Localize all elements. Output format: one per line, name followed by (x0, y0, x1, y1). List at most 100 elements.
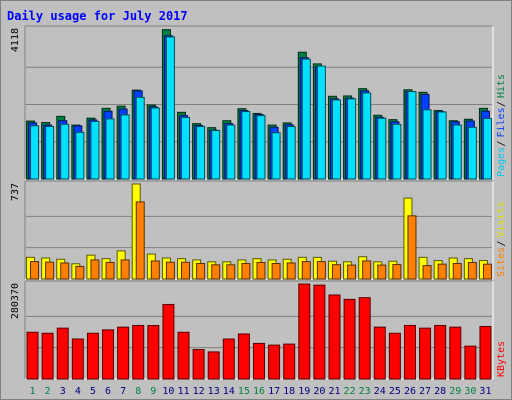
sites-visits-bar-sites (301, 261, 311, 280)
kbytes-bar-kbytes (86, 332, 99, 380)
kbytes-bar-kbytes (479, 325, 492, 380)
kbytes-bar-kbytes (132, 324, 145, 380)
sites-visits-bar-sites (331, 264, 341, 280)
sites-visits-bar-sites (347, 264, 357, 280)
kbytes-bar-kbytes (268, 344, 281, 380)
kbytes-bar-kbytes (403, 324, 416, 380)
legend-separator: / (496, 140, 507, 146)
hits-files-pages-bar-pages (181, 116, 191, 180)
hits-files-pages-bar-pages (150, 107, 160, 180)
hits-files-pages-bar-pages (271, 132, 281, 180)
hits-files-pages-bar-pages (241, 111, 251, 180)
sites-visits-bar-sites (150, 260, 160, 280)
legend-hits: Hits (496, 74, 507, 98)
x-tick-label: 3 (60, 386, 66, 397)
sites-visits-bar-sites (120, 259, 130, 280)
kbytes-bar-kbytes (71, 338, 84, 380)
hits-files-pages-max-label: 4118 (10, 28, 21, 52)
hits-files-pages-bar-pages (437, 111, 447, 180)
sites-visits-bar-sites (407, 215, 417, 280)
x-tick-label: 31 (479, 386, 491, 397)
legend-files: Files (496, 107, 507, 137)
hits-files-pages-bar-pages (301, 58, 311, 180)
hits-files-pages-bar-pages (211, 130, 221, 180)
x-tick-label: 25 (389, 386, 401, 397)
x-tick-label: 12 (193, 386, 205, 397)
x-tick-label: 18 (283, 386, 295, 397)
hits-files-pages-bar-pages (482, 118, 492, 180)
legend-pages: Pages (496, 147, 507, 177)
kbytes-bar-kbytes (222, 338, 235, 380)
kbytes-bar-kbytes (283, 343, 296, 380)
sites-visits-bar-sites (286, 262, 296, 280)
x-tick-label: 24 (374, 386, 386, 397)
x-tick-label: 11 (177, 386, 189, 397)
sites-visits-bar-sites (90, 259, 100, 280)
kbytes-bar-kbytes (388, 332, 401, 380)
x-tick-label: 5 (90, 386, 96, 397)
sites-visits-bar-sites (45, 261, 55, 280)
x-tick-label: 2 (45, 386, 51, 397)
hits-files-pages-bar-pages (196, 126, 206, 180)
x-tick-label: 1 (30, 386, 36, 397)
kbytes-bar-kbytes (434, 324, 447, 380)
hits-files-pages-bar-pages (90, 120, 100, 180)
hits-files-pages-bar-pages (135, 96, 145, 180)
hits-files-pages-bar-pages (75, 131, 85, 180)
sites-visits-bar-sites (105, 262, 115, 280)
x-tick-label: 23 (359, 386, 371, 397)
legend-kbytes: KBytes (496, 341, 507, 377)
hits-files-pages-bar-pages (347, 98, 357, 180)
kbytes-bar-kbytes (373, 326, 386, 380)
kbytes-bar-kbytes (253, 342, 265, 380)
x-tick-label: 30 (464, 386, 476, 397)
sites-visits-bar-sites (211, 264, 221, 280)
sites-visits-bar-sites (362, 260, 372, 280)
hits-files-pages-bar-pages (60, 123, 70, 180)
kbytes-bar-kbytes (26, 331, 39, 380)
kbytes-bar-kbytes (56, 327, 69, 380)
kbytes-bar-kbytes (177, 331, 190, 380)
hits-files-pages-bar-pages (452, 124, 462, 180)
kbytes-bar-kbytes (147, 324, 160, 380)
x-tick-label: 8 (135, 386, 141, 397)
x-tick-label: 15 (238, 386, 250, 397)
x-tick-label: 4 (75, 386, 81, 397)
sites-visits-bar-sites (316, 261, 326, 280)
kbytes-bar-kbytes (419, 327, 432, 380)
x-tick-label: 17 (268, 386, 280, 397)
legend-separator: / (496, 240, 507, 246)
hits-files-pages-bar-pages (286, 126, 296, 180)
hits-files-pages-bar-pages (407, 91, 417, 180)
kbytes-bar-kbytes (464, 345, 477, 380)
hits-files-pages-bar-pages (165, 36, 175, 180)
legend-sites: Sites (496, 247, 507, 277)
hits-files-pages-bar-pages (45, 126, 55, 180)
sites-visits-bar-sites (256, 262, 266, 280)
sites-visits-max-label: 737 (10, 183, 21, 201)
kbytes-bar-kbytes (298, 283, 311, 380)
sites-visits-bar-sites (30, 261, 40, 280)
kbytes-bar-kbytes (343, 298, 356, 380)
x-tick-label: 22 (344, 386, 356, 397)
x-tick-label: 9 (150, 386, 156, 397)
sites-visits-bar-sites (437, 263, 447, 280)
kbytes-bar-kbytes (313, 284, 326, 380)
kbytes-bar-kbytes (358, 297, 371, 380)
sites-visits-bar-sites (226, 264, 236, 280)
sites-visits-bar-sites (482, 263, 492, 280)
x-tick-label: 29 (449, 386, 461, 397)
chart-title: Daily usage for July 2017 (7, 9, 188, 23)
sites-visits-bar-sites (422, 265, 432, 280)
sites-visits-bar-sites (392, 264, 402, 280)
x-tick-label: 28 (434, 386, 446, 397)
hits-files-pages-bar-pages (105, 118, 115, 180)
x-tick-label: 21 (328, 386, 340, 397)
sites-visits-bar-sites (60, 262, 70, 280)
hits-files-pages-bar-pages (392, 123, 402, 180)
kbytes-bar-kbytes (449, 326, 462, 380)
sites-visits-bar-sites (452, 263, 462, 280)
hits-files-pages-bar-pages (316, 65, 326, 180)
kbytes-bar-kbytes (237, 333, 250, 380)
